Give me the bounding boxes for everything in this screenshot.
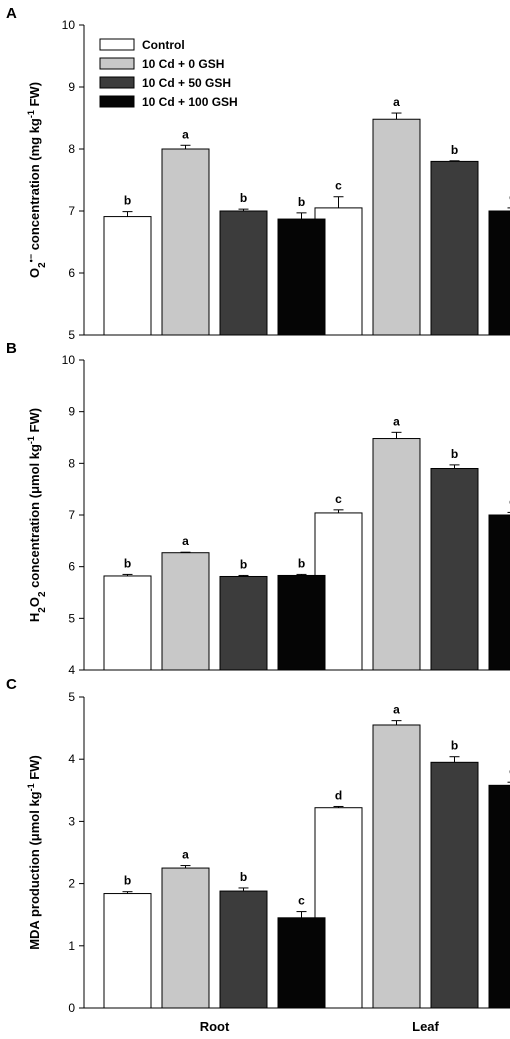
bar <box>488 784 510 1009</box>
panel-label: C <box>6 676 17 693</box>
y-axis-title: H2O2 concentration (μmol kg-1 FW) <box>26 408 48 622</box>
ylabel-part: 2 <box>37 591 48 597</box>
legend-swatch <box>99 76 135 89</box>
significance-letter: a <box>393 95 400 109</box>
significance-letter: a <box>182 534 189 548</box>
ylabel-part: FW) <box>27 408 42 436</box>
ylabel-part: -1 <box>26 436 36 444</box>
bar <box>103 575 152 671</box>
bar <box>277 574 326 671</box>
legend-swatch <box>99 38 135 51</box>
y-tick-label: 4 <box>68 663 75 677</box>
significance-letter: b <box>124 556 131 570</box>
ylabel-part: -1 <box>26 110 36 118</box>
bar <box>372 438 421 671</box>
y-tick-label: 6 <box>68 560 75 574</box>
bar <box>161 867 210 1009</box>
significance-letter: b <box>451 739 458 753</box>
bar <box>430 160 479 336</box>
bar <box>372 724 421 1009</box>
ylabel-part: 2 <box>37 607 48 613</box>
significance-letter: b <box>240 191 247 205</box>
significance-letter: c <box>335 492 342 506</box>
bar <box>372 118 421 336</box>
ylabel-part: MDA production (μmol kg <box>27 791 42 949</box>
significance-letter: b <box>451 143 458 157</box>
bar <box>219 890 268 1009</box>
significance-letter: b <box>124 874 131 888</box>
legend-label: 10 Cd + 100 GSH <box>142 95 238 109</box>
ylabel-part: 2 <box>37 262 48 268</box>
legend-label: 10 Cd + 50 GSH <box>142 76 231 90</box>
y-tick-label: 9 <box>68 80 75 94</box>
y-tick-label: 6 <box>68 266 75 280</box>
y-tick-label: 5 <box>68 328 75 342</box>
ylabel-part: FW) <box>27 755 42 783</box>
y-tick-label: 8 <box>68 142 75 156</box>
bar <box>161 552 210 671</box>
bar <box>103 893 152 1009</box>
ylabel-part: concentration (mg kg <box>27 118 42 254</box>
significance-letter: b <box>240 870 247 884</box>
x-category-label: Leaf <box>412 1019 439 1034</box>
y-axis-title: O2•− concentration (mg kg-1 FW) <box>26 82 48 278</box>
y-tick-label: 0 <box>68 1001 75 1015</box>
y-tick-label: 3 <box>68 814 75 828</box>
y-tick-label: 8 <box>68 456 75 470</box>
significance-letter: b <box>124 194 131 208</box>
bar <box>430 468 479 671</box>
significance-letter: b <box>298 556 305 570</box>
ylabel-part: H <box>27 613 42 622</box>
ylabel-part: -1 <box>26 783 36 791</box>
bar <box>488 210 510 336</box>
panel-label: B <box>6 340 17 357</box>
legend-swatch <box>99 95 135 108</box>
significance-letter: b <box>451 447 458 461</box>
significance-letter: c <box>298 894 305 908</box>
y-tick-label: 7 <box>68 204 75 218</box>
x-category-label: Root <box>200 1019 230 1034</box>
y-tick-label: 10 <box>62 353 76 367</box>
legend-label: Control <box>142 38 185 52</box>
ylabel-part: O <box>27 597 42 607</box>
y-tick-label: 5 <box>68 690 75 704</box>
significance-letter: d <box>335 788 342 802</box>
bar <box>219 575 268 671</box>
ylabel-part: concentration (μmol kg <box>27 444 42 591</box>
ylabel-part: O <box>27 268 42 278</box>
ylabel-part: •− <box>26 254 36 262</box>
panel-label: A <box>6 5 17 22</box>
y-tick-label: 9 <box>68 405 75 419</box>
bar <box>219 210 268 336</box>
legend-swatch <box>99 57 135 70</box>
y-tick-label: 4 <box>68 752 75 766</box>
bar <box>277 218 326 336</box>
y-tick-label: 1 <box>68 939 75 953</box>
y-tick-label: 2 <box>68 877 75 891</box>
ylabel-part: FW) <box>27 82 42 110</box>
significance-letter: b <box>298 195 305 209</box>
significance-letter: c <box>335 179 342 193</box>
bar <box>161 148 210 336</box>
bar <box>488 514 510 671</box>
bar <box>277 917 326 1009</box>
bar <box>430 761 479 1009</box>
significance-letter: a <box>182 848 189 862</box>
y-tick-label: 10 <box>62 18 76 32</box>
bar <box>103 216 152 336</box>
y-tick-label: 5 <box>68 611 75 625</box>
legend-label: 10 Cd + 0 GSH <box>142 57 224 71</box>
significance-letter: a <box>182 127 189 141</box>
y-axis-title: MDA production (μmol kg-1 FW) <box>26 755 42 950</box>
y-tick-label: 7 <box>68 508 75 522</box>
significance-letter: b <box>240 557 247 571</box>
significance-letter: a <box>393 703 400 717</box>
significance-letter: a <box>393 414 400 428</box>
